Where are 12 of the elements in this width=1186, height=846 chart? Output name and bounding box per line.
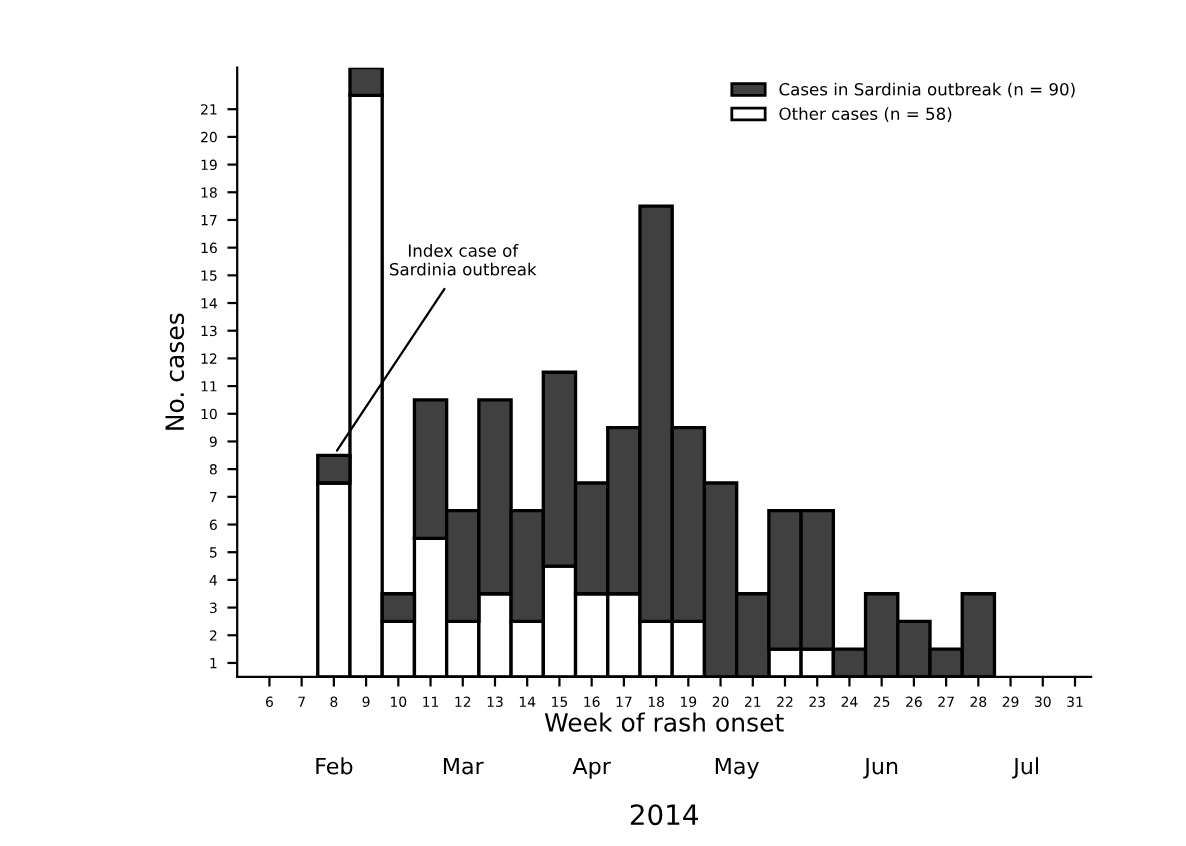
text: Mar bbox=[443, 757, 484, 775]
text: Jul bbox=[1012, 757, 1038, 779]
annotation: Index case of Sardinia outbreak bbox=[389, 244, 537, 276]
x-axis-title: Week of rash onset bbox=[544, 712, 784, 732]
text: Feb bbox=[316, 757, 353, 775]
legend-label: Cases in Sardinia outbreak (n = 90) bbox=[779, 82, 1075, 98]
text: May bbox=[715, 757, 759, 779]
legend-label: Other cases (n = 58) bbox=[779, 107, 952, 123]
y-axis-title: No. cases bbox=[165, 313, 185, 430]
text: Apr bbox=[572, 757, 611, 779]
text: Jun bbox=[863, 757, 898, 779]
text: 2014 bbox=[630, 804, 698, 826]
